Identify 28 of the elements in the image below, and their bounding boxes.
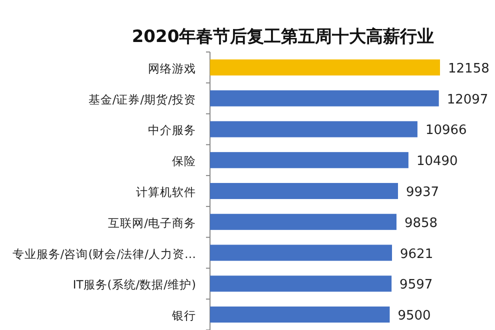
y-tick-label: 保险 xyxy=(172,154,196,168)
data-label: 10966 xyxy=(425,123,467,138)
bar xyxy=(210,306,390,323)
data-label: 9937 xyxy=(406,185,440,200)
bar xyxy=(210,152,408,168)
y-tick-label: IT服务(系统/数据/维护) xyxy=(72,278,196,292)
y-tick-label: 计算机软件 xyxy=(136,185,196,199)
data-label: 9621 xyxy=(400,246,434,262)
bar xyxy=(210,121,418,138)
data-label: 9500 xyxy=(398,308,431,324)
chart-title: 2020年春节后复工第五周十大高薪行业 xyxy=(132,27,434,47)
y-tick-label: 银行 xyxy=(171,308,196,323)
data-label: 9858 xyxy=(404,216,438,231)
bar xyxy=(210,182,398,200)
bar xyxy=(210,90,439,106)
y-tick-label: 专业服务/咨询(财会/法律/人力资… xyxy=(12,246,196,261)
data-label: 12158 xyxy=(448,61,490,76)
data-label: 9597 xyxy=(400,278,433,293)
data-label: 10490 xyxy=(416,154,458,170)
bar xyxy=(210,59,440,76)
bar xyxy=(210,214,396,230)
bar xyxy=(210,276,392,292)
y-tick-label: 中介服务 xyxy=(148,123,196,138)
y-tick-label: 基金/证券/期货/投资 xyxy=(88,92,196,106)
y-tick-label: 互联网/电子商务 xyxy=(108,216,196,230)
data-label: 12097 xyxy=(446,92,488,108)
bar xyxy=(210,244,392,261)
y-tick-label: 网络游戏 xyxy=(148,61,196,76)
